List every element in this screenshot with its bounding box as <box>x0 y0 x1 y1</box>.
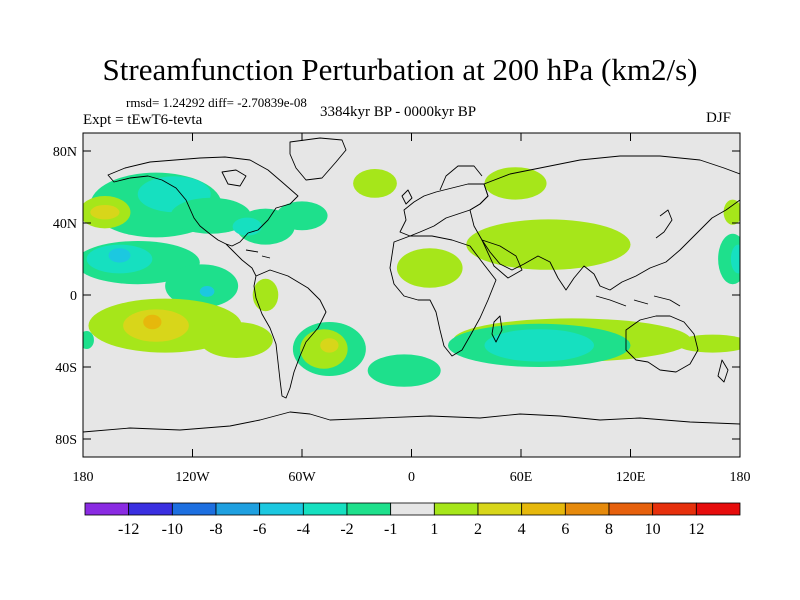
stats-label: rmsd= 1.24292 diff= -2.70839e-08 <box>126 95 307 110</box>
anomaly-region-21 <box>367 354 441 387</box>
coast-south-america <box>253 269 327 399</box>
colorbar-label-7: 1 <box>430 521 438 538</box>
coast-australia <box>625 315 699 373</box>
anomaly-region-20 <box>320 338 339 353</box>
anomaly-region-25 <box>466 219 631 270</box>
x-tick-label-6: 180 <box>730 470 751 485</box>
anomaly-region-28 <box>484 329 594 362</box>
coast-scandinavia <box>439 165 483 191</box>
anomaly-region-4 <box>276 201 328 231</box>
anomaly-regions <box>83 167 740 387</box>
colorbar-label-3: -6 <box>253 521 266 538</box>
coast-madagascar <box>491 315 503 343</box>
colorbar-swatch-0 <box>84 502 130 516</box>
colorbar-swatch-2 <box>171 502 217 516</box>
colorbar-label-12: 10 <box>645 521 661 538</box>
colorbar-swatch-10 <box>521 502 566 516</box>
coast-hudson-bay <box>221 169 247 187</box>
x-tick-label-2: 60W <box>288 470 316 485</box>
anomaly-region-31 <box>730 244 740 274</box>
coast-britain <box>401 189 413 205</box>
experiment-label: Expt = tEwT6-tevta <box>83 112 203 128</box>
colorbar-label-0: -12 <box>118 521 139 538</box>
coast-antarctica <box>83 411 740 433</box>
colorbar-swatch-8 <box>433 502 479 516</box>
anomaly-region-32 <box>676 334 740 353</box>
colorbar-swatch-11 <box>564 502 610 516</box>
y-tick-label-1: 40N <box>53 217 77 232</box>
colorbar-label-2: -8 <box>209 521 222 538</box>
colorbar-label-11: 8 <box>605 521 613 538</box>
colorbar-label-4: -4 <box>297 521 310 538</box>
colorbar-label-6: -1 <box>384 521 397 538</box>
colorbar-swatch-13 <box>652 502 697 516</box>
coast-arabia <box>481 239 523 279</box>
anomaly-region-5 <box>232 217 262 236</box>
anomaly-region-17 <box>252 278 279 312</box>
chart-title: Streamfunction Perturbation at 200 hPa (… <box>102 52 698 87</box>
x-tick-label-5: 120E <box>616 470 646 485</box>
axis-ticks: 180 120W 60W 0 60E 120E 180 80N 40N 0 40S 80S <box>53 133 751 485</box>
anomaly-region-30 <box>718 233 740 285</box>
colorbar-swatch-4 <box>259 502 304 516</box>
coast-north-america <box>107 156 299 247</box>
x-tick-label-0: 180 <box>73 470 94 485</box>
colorbar-swatch-5 <box>302 502 348 516</box>
colorbar: -12 -10 -8 -6 -4 -2 -1 1 2 4 6 8 10 12 <box>84 502 741 538</box>
coast-asia <box>469 155 740 291</box>
colorbar-label-8: 2 <box>474 521 482 538</box>
anomaly-region-16 <box>143 314 162 330</box>
period-label: 3384kyr BP - 0000kyr BP <box>320 104 477 120</box>
colorbar-label-9: 4 <box>518 521 526 538</box>
colorbar-swatch-14 <box>695 502 741 516</box>
coast-indonesia <box>595 295 681 307</box>
season-label: DJF <box>706 110 732 126</box>
anomaly-region-23 <box>484 167 547 200</box>
colorbar-swatch-6 <box>346 502 392 516</box>
colorbar-swatch-9 <box>477 502 523 516</box>
anomaly-region-14 <box>199 322 273 358</box>
y-tick-label-0: 80N <box>53 145 77 160</box>
colorbar-label-5: -2 <box>340 521 353 538</box>
colorbar-swatch-12 <box>608 502 654 516</box>
anomaly-region-7 <box>165 264 239 308</box>
colorbar-swatch-3 <box>215 502 261 516</box>
anomaly-region-12 <box>90 205 120 220</box>
anomaly-region-10 <box>199 286 215 297</box>
anomaly-region-9 <box>108 248 131 263</box>
y-tick-label-2: 0 <box>70 289 77 304</box>
anomaly-region-33 <box>83 331 94 349</box>
x-tick-label-3: 0 <box>408 470 415 485</box>
coastlines <box>83 137 740 433</box>
y-tick-label-4: 80S <box>55 433 77 448</box>
anomaly-region-24 <box>396 248 463 288</box>
y-tick-label-3: 40S <box>55 361 77 376</box>
anomaly-region-29 <box>723 199 740 225</box>
anomaly-region-22 <box>353 169 397 198</box>
coast-africa <box>389 235 497 357</box>
colorbar-label-13: 12 <box>688 521 704 538</box>
colorbar-label-1: -10 <box>162 521 183 538</box>
colorbar-swatch-1 <box>128 502 173 516</box>
coast-new-zealand <box>717 359 729 383</box>
coast-caribbean <box>245 249 271 259</box>
anomaly-region-2 <box>170 197 251 234</box>
x-tick-label-4: 60E <box>510 470 533 485</box>
coast-japan <box>655 209 673 239</box>
colorbar-label-10: 6 <box>561 521 569 538</box>
coast-greenland <box>289 137 347 181</box>
coast-central-america <box>225 243 257 277</box>
colorbar-swatch-7 <box>390 502 435 516</box>
x-tick-label-1: 120W <box>175 470 210 485</box>
